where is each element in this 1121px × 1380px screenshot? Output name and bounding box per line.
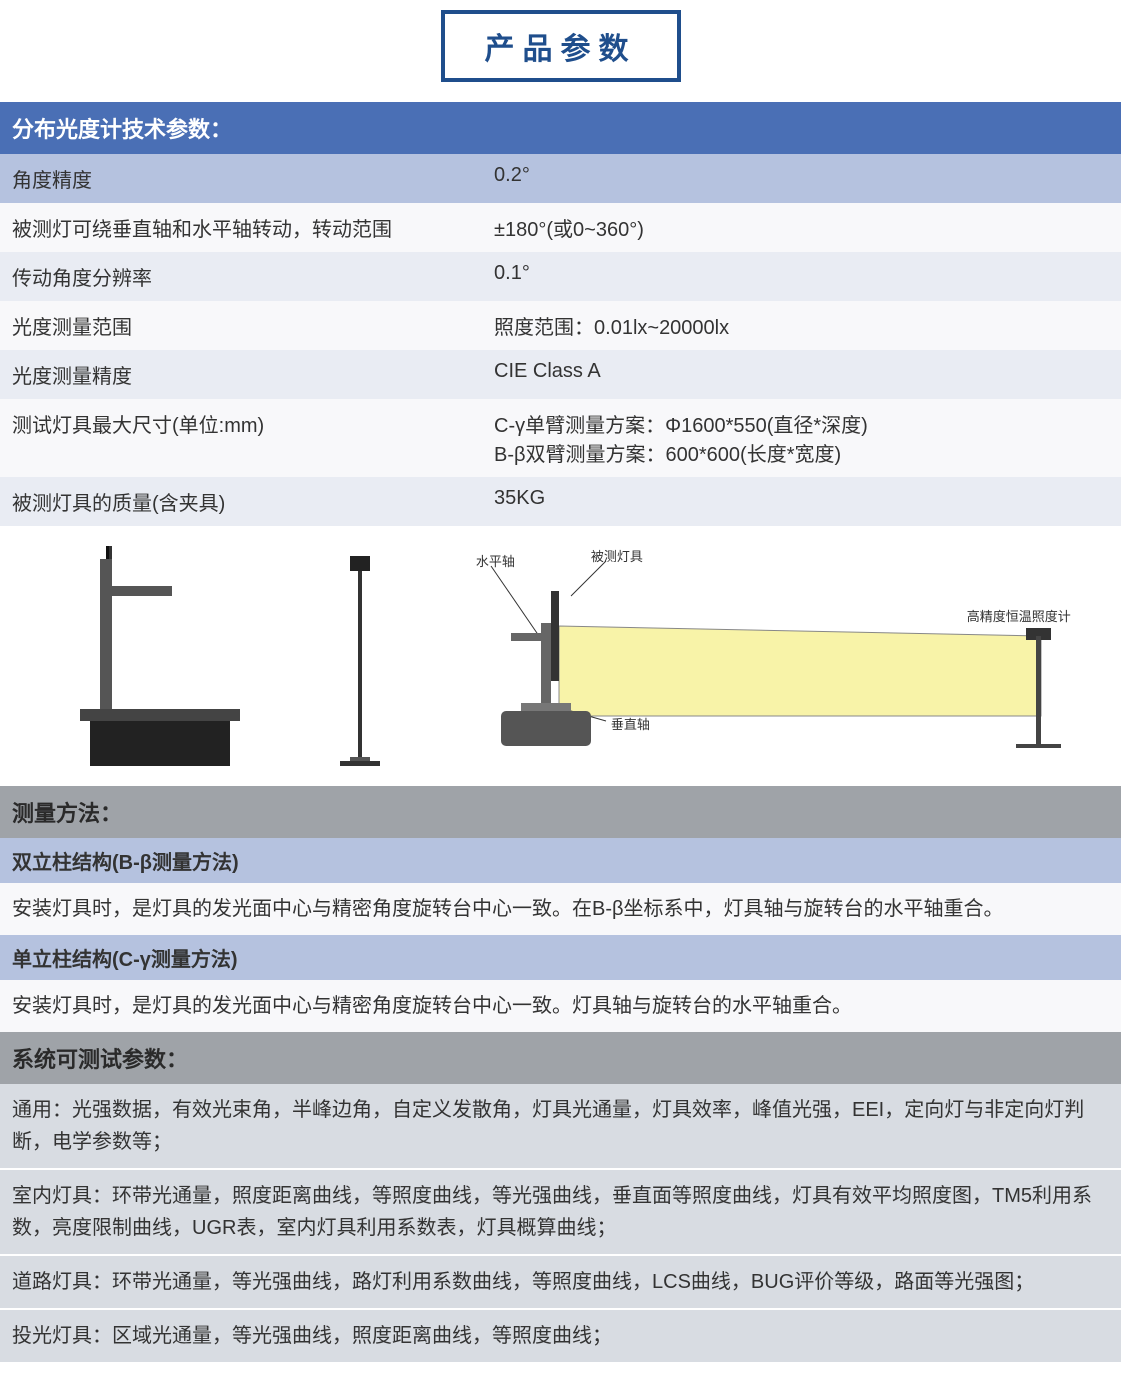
method-cy-title: 单立柱结构(C-γ测量方法) bbox=[0, 935, 1121, 980]
diagram-label-tested-lamp: 被测灯具 bbox=[591, 546, 643, 565]
method-section-header: 测量方法： bbox=[0, 786, 1121, 838]
diagram-label-vertical-axis: 垂直轴 bbox=[611, 714, 650, 733]
device-photo-detector-stand bbox=[330, 546, 390, 766]
table-row: 测试灯具最大尺寸(单位:mm)C-γ单臂测量方案：Φ1600*550(直径*深度… bbox=[0, 399, 1121, 477]
method-cy-text: 安装灯具时，是灯具的发光面中心与精密角度旋转台中心一致。灯具轴与旋转台的水平轴重… bbox=[0, 980, 1121, 1032]
device-photo-goniometer bbox=[50, 546, 250, 766]
table-row: 角度精度0.2° bbox=[0, 154, 1121, 203]
method-bb-title: 双立柱结构(B-β测量方法) bbox=[0, 838, 1121, 883]
params-block: 投光灯具：区域光通量，等光强曲线，照度距离曲线，等照度曲线； bbox=[0, 1310, 1121, 1362]
page-title: 产品参数 bbox=[441, 10, 681, 82]
specs-section-header: 分布光度计技术参数： bbox=[0, 102, 1121, 154]
table-row: 被测灯可绕垂直轴和水平轴转动，转动范围±180°(或0~360°) bbox=[0, 203, 1121, 252]
spec-label: 被测灯具的质量(含夹具) bbox=[0, 477, 482, 526]
table-row: 光度测量精度CIE Class A bbox=[0, 350, 1121, 399]
spec-value: 0.2° bbox=[482, 154, 1121, 203]
params-block: 室内灯具：环带光通量，照度距离曲线，等照度曲线，等光强曲线，垂直面等照度曲线，灯… bbox=[0, 1170, 1121, 1256]
spec-label: 角度精度 bbox=[0, 154, 482, 203]
params-block: 道路灯具：环带光通量，等光强曲线，路灯利用系数曲线，等照度曲线，LCS曲线，BU… bbox=[0, 1256, 1121, 1310]
spec-value: 照度范围：0.01lx~20000lx bbox=[482, 301, 1121, 350]
params-section-header: 系统可测试参数： bbox=[0, 1032, 1121, 1084]
spec-label: 传动角度分辨率 bbox=[0, 252, 482, 301]
spec-value: 0.1° bbox=[482, 252, 1121, 301]
spec-value: ±180°(或0~360°) bbox=[482, 203, 1121, 252]
diagram-row: 水平轴 被测灯具 垂直轴 高精度恒温照度计 bbox=[0, 526, 1121, 786]
spec-label: 光度测量精度 bbox=[0, 350, 482, 399]
measurement-diagram: 水平轴 被测灯具 垂直轴 高精度恒温照度计 bbox=[471, 546, 1071, 766]
table-row: 传动角度分辨率0.1° bbox=[0, 252, 1121, 301]
spec-label: 被测灯可绕垂直轴和水平轴转动，转动范围 bbox=[0, 203, 482, 252]
params-block: 通用：光强数据，有效光束角，半峰边角，自定义发散角，灯具光通量，灯具效率，峰值光… bbox=[0, 1084, 1121, 1170]
diagram-label-detector: 高精度恒温照度计 bbox=[967, 606, 1071, 625]
specs-table: 角度精度0.2°被测灯可绕垂直轴和水平轴转动，转动范围±180°(或0~360°… bbox=[0, 154, 1121, 526]
diagram-label-horizontal-axis: 水平轴 bbox=[476, 551, 515, 570]
table-row: 被测灯具的质量(含夹具)35KG bbox=[0, 477, 1121, 526]
spec-label: 光度测量范围 bbox=[0, 301, 482, 350]
spec-label: 测试灯具最大尺寸(单位:mm) bbox=[0, 399, 482, 477]
spec-value: CIE Class A bbox=[482, 350, 1121, 399]
spec-value: C-γ单臂测量方案：Φ1600*550(直径*深度) B-β双臂测量方案：600… bbox=[482, 399, 1121, 477]
table-row: 光度测量范围照度范围：0.01lx~20000lx bbox=[0, 301, 1121, 350]
spec-value: 35KG bbox=[482, 477, 1121, 526]
method-bb-text: 安装灯具时，是灯具的发光面中心与精密角度旋转台中心一致。在B-β坐标系中，灯具轴… bbox=[0, 883, 1121, 935]
